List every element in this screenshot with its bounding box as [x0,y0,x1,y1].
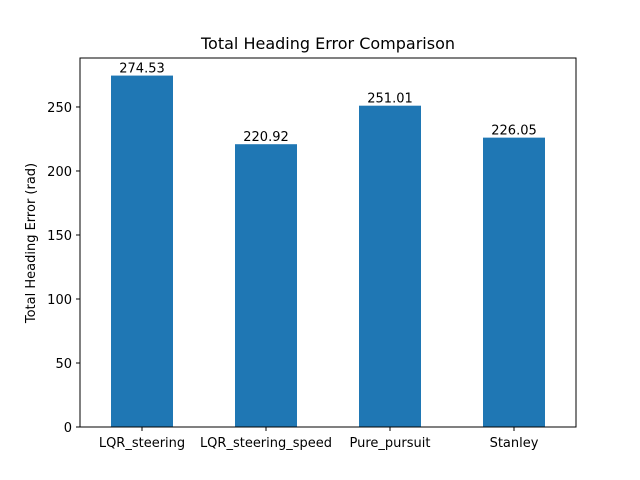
chart-title: Total Heading Error Comparison [200,34,455,53]
y-axis-label: Total Heading Error (rad) [24,163,39,324]
bar-value-label: 251.01 [367,92,413,107]
y-tick-label: 100 [47,293,72,308]
y-tick-label: 0 [64,421,72,436]
bar-value-label: 226.05 [491,124,537,139]
y-tick-label: 200 [47,165,72,180]
bar [483,137,545,427]
x-tick-label: LQR_steering_speed [200,436,332,451]
y-tick-label: 250 [47,101,72,116]
plot-area: 274.53 220.92 251.01 226.05 0 50 100 150 200 250 L… [47,57,577,451]
bar [235,144,297,428]
x-tick-label: Stanley [490,436,539,451]
bar [359,105,421,427]
bar-value-label: 274.53 [119,62,165,77]
bar-value-label: 220.92 [243,130,289,145]
bar [111,75,173,428]
x-tick-label: LQR_steering [99,436,185,451]
plot-frame [79,57,577,428]
y-tick-label: 50 [55,357,72,372]
x-tick-label: Pure_pursuit [350,436,431,451]
y-tick-label: 150 [47,229,72,244]
